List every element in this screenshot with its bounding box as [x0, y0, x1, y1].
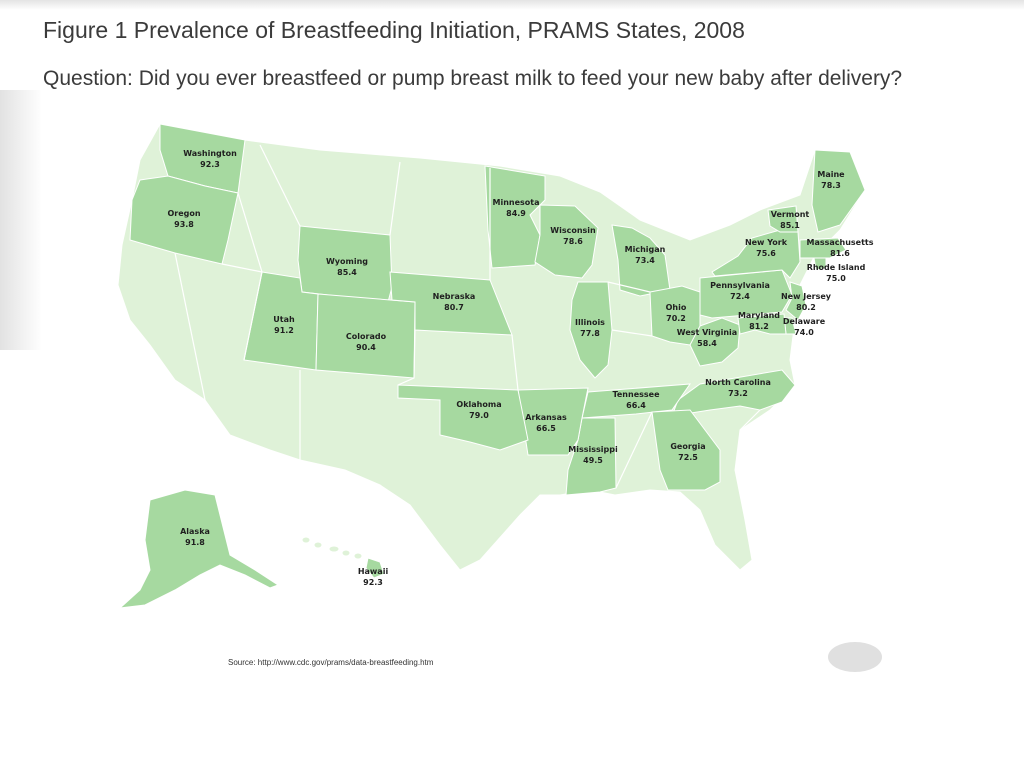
state-maryland: [737, 313, 787, 335]
state-georgia: [651, 409, 721, 491]
state-name-wisconsin: Wisconsin: [550, 226, 596, 235]
state-name-massachusetts: Massachusetts: [806, 238, 873, 247]
state-value-utah: 91.2: [274, 326, 294, 335]
figure-question: Question: Did you ever breastfeed or pum…: [43, 67, 903, 90]
state-name-new-york: New York: [745, 238, 788, 247]
slide-left-shadow: [0, 90, 42, 350]
state-maine: [811, 149, 866, 233]
state-vermont: [767, 205, 799, 233]
state-name-north-carolina: North Carolina: [705, 378, 771, 387]
source-note: Source: http://www.cdc.gov/prams/data-br…: [228, 658, 434, 667]
state-borders: [174, 144, 761, 489]
state-name-oklahoma: Oklahoma: [456, 400, 501, 409]
state-name-vermont: Vermont: [771, 210, 810, 219]
state-name-hawaii: Hawaii: [358, 567, 389, 576]
state-value-hawaii: 92.3: [363, 578, 383, 587]
state-value-rhode-island: 75.0: [826, 274, 846, 283]
state-value-mississippi: 49.5: [583, 456, 603, 465]
map-regions: [117, 123, 866, 609]
state-value-tennessee: 66.4: [626, 401, 646, 410]
state-illinois: [569, 281, 613, 379]
state-value-colorado: 90.4: [356, 343, 376, 352]
state-name-pennsylvania: Pennsylvania: [710, 281, 770, 290]
state-value-washington: 92.3: [200, 160, 220, 169]
state-value-wyoming: 85.4: [337, 268, 357, 277]
state-oregon: [129, 175, 239, 265]
state-name-minnesota: Minnesota: [493, 198, 540, 207]
state-name-new-jersey: New Jersey: [781, 292, 832, 301]
state-value-vermont: 85.1: [780, 221, 800, 230]
slide-top-shadow: [0, 0, 1024, 10]
state-value-minnesota: 84.9: [506, 209, 526, 218]
state-name-rhode-island: Rhode Island: [807, 263, 866, 272]
state-value-illinois: 77.8: [580, 329, 600, 338]
state-massachusetts: [799, 237, 847, 259]
state-value-pennsylvania: 72.4: [730, 292, 750, 301]
state-name-georgia: Georgia: [670, 442, 705, 451]
state-name-washington: Washington: [183, 149, 237, 158]
state-labels: Washington 92.3 Oregon 93.8 Wyoming 85.4 Utah 9…: [167, 149, 873, 587]
state-nebraska: [389, 271, 513, 336]
state-name-delaware: Delaware: [783, 317, 826, 326]
state-new-jersey: [785, 281, 807, 321]
state-value-north-carolina: 73.2: [728, 389, 748, 398]
state-oklahoma: [397, 384, 529, 451]
state-value-nebraska: 80.7: [444, 303, 464, 312]
state-value-oregon: 93.8: [174, 220, 194, 229]
state-value-georgia: 72.5: [678, 453, 698, 462]
figure-title: Figure 1 Prevalence of Breastfeeding Ini…: [43, 17, 745, 43]
state-name-arkansas: Arkansas: [525, 413, 567, 422]
state-name-tennessee: Tennessee: [612, 390, 660, 399]
state-name-ohio: Ohio: [666, 303, 687, 312]
state-value-delaware: 74.0: [794, 328, 814, 337]
state-west-virginia: [689, 317, 741, 367]
state-rhode-island: [813, 257, 827, 271]
state-name-colorado: Colorado: [346, 332, 387, 341]
state-value-west-virginia: 58.4: [697, 339, 717, 348]
state-name-maine: Maine: [817, 170, 845, 179]
state-name-nebraska: Nebraska: [433, 292, 476, 301]
state-value-wisconsin: 78.6: [563, 237, 583, 246]
state-value-maryland: 81.2: [749, 322, 769, 331]
state-value-new-york: 75.6: [756, 249, 776, 258]
state-name-illinois: Illinois: [575, 318, 605, 327]
state-wisconsin: [534, 204, 599, 279]
state-value-ohio: 70.2: [666, 314, 686, 323]
state-value-michigan: 73.4: [635, 256, 655, 265]
state-name-maryland: Maryland: [738, 311, 780, 320]
state-name-michigan: Michigan: [625, 245, 666, 254]
state-name-alaska: Alaska: [180, 527, 210, 536]
region-hawaii: [301, 536, 385, 579]
state-name-mississippi: Mississippi: [568, 445, 618, 454]
state-value-alaska: 91.8: [185, 538, 205, 547]
state-name-utah: Utah: [273, 315, 295, 324]
smudge-mark: [828, 642, 882, 672]
state-name-oregon: Oregon: [167, 209, 200, 218]
state-alaska: [118, 489, 280, 609]
state-value-arkansas: 66.5: [536, 424, 556, 433]
state-name-west-virginia: West Virginia: [677, 328, 737, 337]
state-new-york: [711, 229, 801, 279]
state-name-wyoming: Wyoming: [326, 257, 368, 266]
state-north-carolina: [671, 369, 796, 417]
state-value-maine: 78.3: [821, 181, 841, 190]
state-value-new-jersey: 80.2: [796, 303, 816, 312]
state-value-oklahoma: 79.0: [469, 411, 489, 420]
state-arkansas: [517, 387, 589, 456]
state-value-massachusetts: 81.6: [830, 249, 850, 258]
